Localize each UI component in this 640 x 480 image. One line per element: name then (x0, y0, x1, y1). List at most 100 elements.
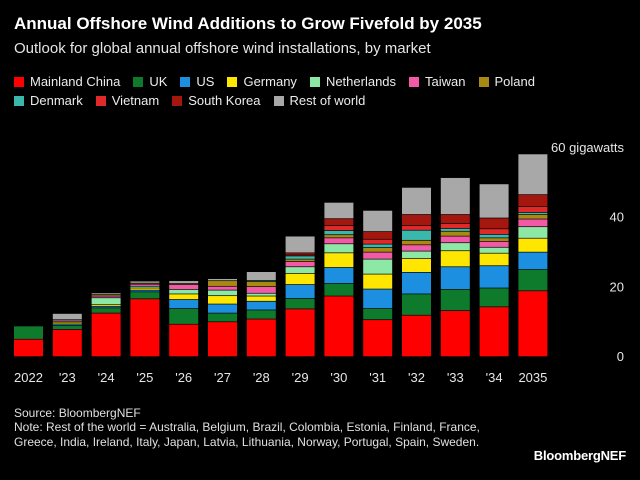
legend-label: UK (149, 74, 168, 89)
bar-segment-mainland-china (363, 320, 393, 357)
bar-segment-south-korea (479, 218, 509, 229)
chart-title: Annual Offshore Wind Additions to Grow F… (14, 14, 482, 33)
bar-segment-uk (52, 325, 82, 330)
legend-label: Poland (494, 74, 535, 89)
legend-item-poland: Poland (478, 74, 535, 89)
bar-segment-denmark (285, 256, 315, 259)
stacked-bar-chart: 0 20 40 60 gigawatts 2022 '23 '24 '25 '26 '27 '28 '… (14, 140, 624, 385)
bar-segment-poland (246, 281, 276, 287)
bar-segment-poland (440, 231, 470, 236)
bar-segment-denmark (479, 234, 509, 238)
bar-segment-germany (246, 296, 276, 301)
y-axis-unit-label: 60 gigawatts (551, 140, 624, 155)
bar-segment-us (363, 289, 393, 309)
bar-segment-netherlands (440, 243, 470, 251)
x-tick-label: '33 (447, 370, 464, 385)
bar-segment-netherlands (285, 267, 315, 274)
bar-segment-mainland-china (285, 309, 315, 357)
bar-segment-germany (518, 238, 548, 252)
bar-segment-germany (208, 296, 237, 304)
x-tick-label: '32 (408, 370, 425, 385)
source-note: Source: BloombergNEF (14, 406, 141, 420)
bar-segment-germany (130, 288, 160, 290)
bar-segment-mainland-china (208, 322, 237, 357)
legend: Mainland China UK US Germany Netherlands Taiw… (14, 74, 604, 108)
x-tick-label: '29 (292, 370, 309, 385)
bar-segment-taiwan (324, 238, 354, 244)
x-tick-label: '23 (59, 370, 76, 385)
x-tick-label: 2035 (518, 370, 547, 385)
legend-swatch (180, 76, 191, 87)
bar-segment-poland (402, 240, 431, 245)
legend-item-taiwan: Taiwan (409, 74, 466, 89)
bar-segment-denmark (440, 228, 470, 231)
bar-segment-netherlands (479, 247, 509, 253)
bar-segment-taiwan (91, 296, 121, 298)
bar-segment-vietnam (440, 223, 470, 229)
bar-segment-south-korea (402, 214, 431, 226)
bar-segment-uk (285, 298, 315, 309)
bar-segment-taiwan (285, 261, 315, 267)
bar-segment-netherlands (324, 244, 354, 253)
bar-segment-south-korea (518, 195, 548, 207)
legend-label: Vietnam (111, 93, 160, 108)
bar-segment-netherlands (208, 290, 237, 296)
bar-segment-uk (363, 308, 393, 320)
bar-segment-us (169, 299, 199, 309)
bar-segment-netherlands (518, 227, 548, 238)
bar-segment-germany (169, 294, 199, 300)
bar-segment-denmark (324, 230, 354, 235)
legend-item-vietnam: Vietnam (95, 93, 160, 108)
bar-segment-germany (324, 253, 354, 268)
bar-segment-us (479, 266, 509, 288)
y-tick-label: 20 (610, 279, 624, 294)
bar-segment-taiwan (208, 286, 237, 290)
bar-segment-taiwan (479, 241, 509, 247)
x-tick-label: '27 (214, 370, 231, 385)
legend-swatch (227, 76, 238, 87)
bar-segment-uk (324, 283, 354, 296)
legend-swatch (309, 76, 320, 87)
bar-segment-south-korea (285, 253, 315, 255)
bar-segment-rest-of-world (285, 236, 315, 253)
legend-label: US (196, 74, 215, 89)
legend-label: Rest of world (289, 93, 366, 108)
bar-segment-uk (14, 326, 43, 339)
bar-segment-mainland-china (402, 315, 431, 357)
legend-item-denmark: Denmark (14, 93, 83, 108)
bar-segment-rest-of-world (402, 187, 431, 215)
bar-segment-rest-of-world (130, 281, 160, 283)
bar-segment-taiwan (518, 219, 548, 227)
bar-segment-uk (440, 289, 470, 311)
bar-segment-denmark (402, 230, 431, 240)
bar-segment-mainland-china (324, 296, 354, 357)
bar-segment-rest-of-world (363, 210, 393, 232)
bar-segment-mainland-china (518, 291, 548, 357)
legend-item-mainland-china: Mainland China (14, 74, 120, 89)
bar-segment-us (285, 284, 315, 299)
legend-label: Denmark (30, 93, 83, 108)
bar-segment-taiwan (440, 236, 470, 243)
footnote: Note: Rest of the world = Australia, Bel… (14, 420, 480, 449)
bar-segment-uk (518, 269, 548, 291)
bar-segment-netherlands (246, 293, 276, 296)
bar-segment-vietnam (518, 206, 548, 213)
bar-segment-us (324, 267, 354, 284)
legend-label: Mainland China (30, 74, 121, 89)
bar-segment-mainland-china (440, 311, 470, 357)
bar-segment-rest-of-world (169, 281, 199, 284)
legend-label: Netherlands (325, 74, 397, 89)
bar-segment-us (402, 272, 431, 294)
bar-segment-south-korea (324, 219, 354, 226)
x-tick-label: '28 (253, 370, 270, 385)
bar-segment-uk (246, 310, 276, 319)
y-tick-label: 0 (617, 349, 624, 364)
legend-item-netherlands: Netherlands (309, 74, 397, 89)
bar-segment-rest-of-world (440, 177, 470, 215)
bar-segment-south-korea (363, 231, 393, 239)
x-tick-label: '30 (330, 370, 347, 385)
bar-segment-germany (402, 258, 431, 273)
bar-segment-poland (479, 238, 509, 242)
bar-segment-mainland-china (91, 313, 121, 357)
bar-segment-rest-of-world (52, 313, 82, 320)
